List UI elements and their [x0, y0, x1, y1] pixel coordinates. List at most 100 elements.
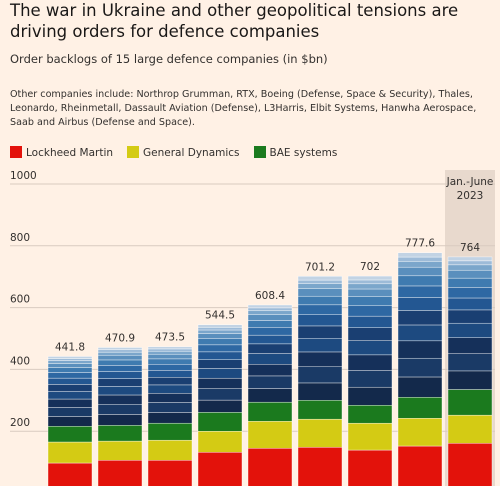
bar-segment	[397, 266, 443, 277]
bar-segment	[397, 340, 443, 359]
bar-segment	[97, 378, 143, 387]
bar-segment	[47, 384, 93, 392]
bar-segment	[397, 397, 443, 419]
bar-segment	[447, 309, 493, 324]
chart: 200 400 600 800 1000 441.8 470.9 473.5 544.5 608.…	[10, 170, 495, 486]
bar-segment	[247, 334, 293, 345]
total-label: 470.9	[105, 332, 135, 344]
bar-segment	[447, 353, 493, 372]
legend-item: General Dynamics	[127, 146, 240, 159]
bar-segment	[197, 359, 243, 369]
bar-segment	[397, 252, 443, 258]
bar-segment	[297, 338, 343, 353]
y-tick-label: 200	[10, 417, 30, 429]
bar-segment	[347, 296, 393, 307]
y-tick-label: 1000	[10, 170, 37, 182]
bar-segment	[97, 414, 143, 426]
bar-segment	[47, 407, 93, 417]
bar-segment	[347, 340, 393, 356]
bar-segment	[147, 377, 193, 386]
bar-segment	[297, 351, 343, 368]
bar-segment	[47, 391, 93, 400]
bar-segment	[97, 355, 143, 361]
bar-segment	[247, 447, 293, 486]
bar-segment	[297, 366, 343, 384]
bar-segment	[147, 439, 193, 461]
bar-segment	[447, 389, 493, 416]
bar-segment	[147, 364, 193, 371]
bar-segment	[247, 388, 293, 403]
bar-segment	[297, 288, 343, 297]
bar-segment	[97, 460, 143, 486]
bar-segment	[347, 283, 393, 290]
total-label: 473.5	[155, 332, 185, 344]
bar-segment	[197, 329, 243, 334]
chart-title: The war in Ukraine and other geopolitica…	[10, 1, 459, 41]
bar-segment	[397, 445, 443, 486]
bar-segment	[347, 327, 393, 341]
bar-segment	[147, 358, 193, 365]
bar-segment	[397, 261, 443, 268]
bar-segment	[397, 376, 443, 398]
bar-segment	[97, 386, 143, 396]
bar-segment	[97, 404, 143, 415]
bar-segment	[47, 367, 93, 373]
bar-segment	[447, 260, 493, 266]
bar-segment	[97, 371, 143, 379]
bar-segment	[347, 315, 393, 328]
bar-segment	[247, 314, 293, 321]
bar-segment	[147, 370, 193, 378]
bar-segment	[397, 285, 443, 298]
bar-segment	[197, 344, 243, 353]
bar-segment	[247, 375, 293, 389]
bar-segment	[47, 360, 93, 364]
bar-segment	[397, 297, 443, 311]
bar-segment	[197, 327, 243, 331]
bar-segment	[247, 320, 293, 328]
legend-swatch	[253, 146, 266, 158]
bar-segment	[447, 337, 493, 354]
bar-segment	[147, 412, 193, 424]
annotation: 2023	[457, 190, 484, 202]
legend-swatch	[127, 146, 140, 158]
legend-label: BAE systems	[269, 147, 338, 159]
bar-segment	[247, 353, 293, 365]
total-label: 544.5	[205, 310, 235, 322]
bar-segment	[447, 322, 493, 338]
bar-segment	[197, 388, 243, 401]
total-label: 441.8	[55, 341, 85, 353]
bar-segment	[297, 382, 343, 401]
bar-segment	[147, 393, 193, 403]
bar-segment	[347, 275, 393, 281]
bar-segment	[297, 418, 343, 448]
y-tick-label: 800	[10, 232, 30, 244]
legend-label: Lockheed Martin	[26, 147, 114, 159]
bar-segment	[147, 348, 193, 352]
bar-segment	[247, 327, 293, 336]
bar-segment	[97, 347, 143, 351]
bar-segment	[347, 279, 393, 285]
bar-segment	[197, 333, 243, 339]
chart-note: Other companies include: Northrop Grumma…	[10, 89, 477, 128]
bar-segment	[197, 452, 243, 486]
bar-segment	[197, 324, 243, 328]
bar-segment	[247, 421, 293, 449]
bar-segment	[447, 264, 493, 271]
bar-segment	[197, 399, 243, 413]
bar-segment	[197, 368, 243, 379]
bar-segment	[447, 297, 493, 311]
total-label: 701.2	[305, 261, 335, 273]
total-label: 764	[460, 242, 480, 254]
bar-segment	[247, 304, 293, 309]
bar-segment	[397, 310, 443, 326]
total-label: 777.6	[405, 238, 435, 250]
bar-segment	[397, 256, 443, 262]
bar-segment	[147, 354, 193, 360]
legend: Lockheed Martin General Dynamics BAE syste…	[10, 146, 337, 159]
bar-segment	[247, 364, 293, 377]
legend-swatch	[10, 146, 22, 158]
bar-segment	[347, 449, 393, 486]
bar-segment	[147, 402, 193, 413]
bar-segment	[97, 351, 143, 356]
